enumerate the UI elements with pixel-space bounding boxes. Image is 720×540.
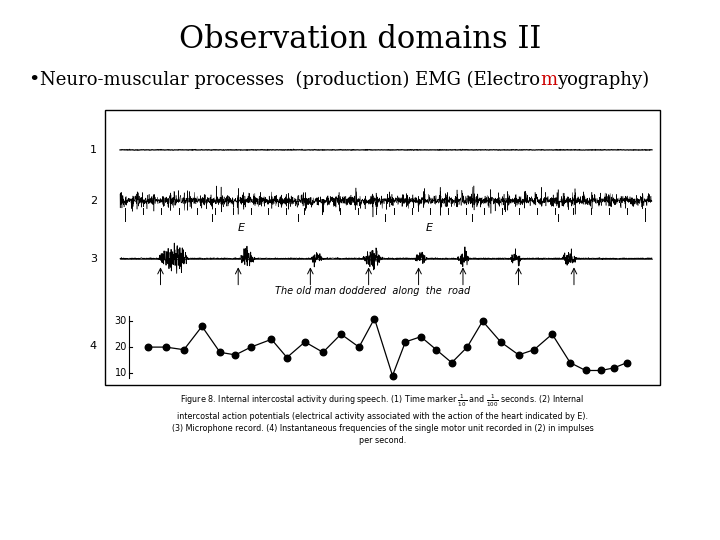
- Point: [318, 348, 329, 356]
- Point: [495, 338, 506, 346]
- Text: 1: 1: [90, 145, 97, 155]
- Point: [595, 366, 607, 375]
- Point: [142, 343, 153, 352]
- Point: [446, 359, 457, 367]
- Bar: [105, 110, 660, 385]
- Point: [564, 359, 576, 367]
- Point: [400, 338, 411, 346]
- Text: 2: 2: [90, 195, 97, 206]
- Point: [462, 343, 473, 352]
- Point: [431, 346, 442, 354]
- Point: [546, 330, 558, 339]
- Point: [608, 363, 620, 372]
- Point: [178, 346, 189, 354]
- Text: •: •: [28, 71, 40, 89]
- Point: [477, 317, 488, 326]
- Text: 30: 30: [114, 316, 127, 326]
- Text: Figure 8. Internal intercostal activity during speech. (1) Time marker $\frac{1}: Figure 8. Internal intercostal activity …: [171, 393, 593, 445]
- Point: [215, 348, 226, 356]
- Point: [387, 372, 398, 380]
- Text: m: m: [540, 71, 557, 89]
- Point: [160, 343, 171, 352]
- Text: 3: 3: [90, 253, 97, 264]
- Point: [415, 333, 426, 341]
- Text: E: E: [238, 222, 245, 233]
- Point: [528, 346, 540, 354]
- Text: 20: 20: [114, 342, 127, 352]
- Point: [580, 366, 591, 375]
- Point: [336, 330, 347, 339]
- Point: [300, 338, 311, 346]
- Point: [354, 343, 365, 352]
- Text: The old man doddered  along  the  road: The old man doddered along the road: [275, 287, 470, 296]
- Text: Neuro-muscular processes  (production) EMG (Electro: Neuro-muscular processes (production) EM…: [40, 71, 540, 89]
- Text: E: E: [426, 222, 433, 233]
- Point: [230, 350, 241, 359]
- Point: [513, 350, 524, 359]
- Text: 10: 10: [114, 368, 127, 378]
- Point: [369, 314, 380, 323]
- Point: [282, 353, 293, 362]
- Point: [245, 343, 256, 352]
- Text: 4: 4: [90, 341, 97, 351]
- Point: [621, 359, 633, 367]
- Point: [266, 335, 277, 343]
- Text: yography): yography): [557, 71, 649, 89]
- Point: [196, 322, 207, 330]
- Text: Observation domains II: Observation domains II: [179, 24, 541, 56]
